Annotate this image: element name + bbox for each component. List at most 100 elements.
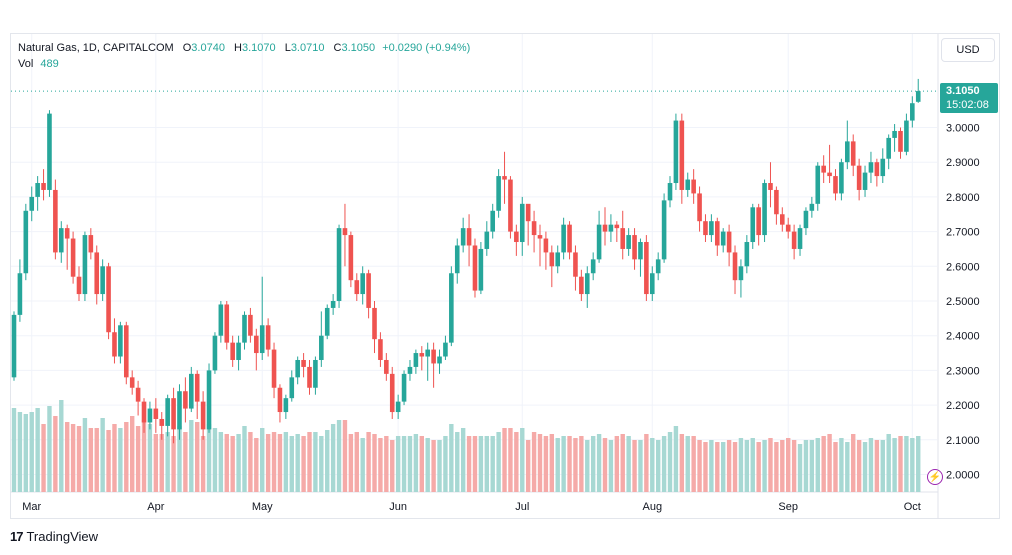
volume-bar — [567, 436, 572, 492]
volume-bar — [685, 436, 690, 492]
candle-body — [431, 349, 436, 364]
volume-bar — [319, 436, 324, 492]
price-axis[interactable]: 2.0000 2.1000 2.2000 2.3000 2.4000 2.5000 2.60… — [946, 123, 980, 482]
candle-body — [709, 221, 714, 236]
volume-bar — [431, 440, 436, 492]
volume-bar — [573, 438, 578, 492]
volume-bar — [750, 438, 755, 492]
candle-body — [218, 304, 224, 336]
candle-body — [277, 387, 283, 413]
candle-body — [679, 120, 685, 190]
volume-bar — [514, 432, 519, 492]
candle-body — [265, 325, 271, 350]
volume-bar — [827, 434, 832, 492]
volume-bar — [17, 412, 23, 492]
candle-body — [153, 408, 159, 419]
volume-bar — [212, 428, 218, 492]
candle-body — [449, 273, 454, 343]
candle-body — [543, 238, 549, 253]
volume-bar — [11, 408, 17, 492]
candle-body — [803, 210, 809, 229]
volume-bar — [555, 438, 560, 492]
candle-body — [183, 391, 188, 409]
candle-body — [714, 221, 720, 246]
candle-body — [141, 401, 147, 423]
volume-bar — [916, 436, 921, 492]
candle-body — [313, 359, 318, 388]
close-label: C — [333, 42, 342, 54]
volume-bar — [248, 432, 253, 492]
candle-body — [106, 266, 111, 333]
candle-body — [53, 189, 58, 253]
candle-body — [697, 193, 702, 222]
candle-body — [259, 325, 265, 354]
last-price-value: 3.1050 — [946, 85, 980, 97]
volume-bar — [425, 438, 430, 492]
candle-body — [898, 130, 903, 152]
candle-body — [756, 207, 761, 236]
candle-body — [602, 224, 608, 232]
volume-bar — [525, 440, 531, 492]
high-label: H — [234, 42, 242, 54]
candle-body — [443, 342, 448, 357]
volume-bar — [644, 434, 649, 492]
volume-bar — [786, 438, 791, 492]
volume-bar — [650, 438, 655, 492]
volume-bar — [443, 436, 448, 492]
volume-bar — [165, 432, 170, 492]
volume-bar — [47, 406, 52, 492]
candle-body — [555, 252, 561, 267]
candle-body — [23, 210, 29, 274]
candle-body — [484, 231, 490, 249]
candle-body — [206, 370, 212, 430]
candle-body — [490, 210, 496, 232]
volume-bar — [390, 440, 395, 492]
high-value: 3.1070 — [241, 42, 276, 54]
candle-body — [413, 353, 419, 367]
volume-bar — [679, 434, 685, 492]
candle-body — [797, 228, 803, 249]
volume-bar — [395, 436, 401, 492]
candle-body — [64, 228, 70, 239]
candle-body — [815, 165, 821, 204]
chart-frame[interactable] — [10, 33, 1000, 519]
volume-bar — [697, 440, 702, 492]
candle-body — [496, 176, 501, 211]
candle-body — [868, 162, 874, 173]
volume-bar — [59, 400, 64, 492]
volume-bar — [809, 440, 815, 492]
candle-body — [910, 103, 915, 121]
volume-bars — [11, 400, 921, 492]
time-axis[interactable]: Mar Apr May Jun Jul Aug Sep Oct — [22, 501, 921, 513]
currency-button[interactable]: USD — [941, 38, 995, 62]
candle-body — [827, 172, 832, 177]
volume-bar — [484, 436, 489, 492]
low-label: L — [284, 42, 291, 54]
brand-name: TradingView — [26, 529, 99, 544]
volume-bar — [691, 436, 696, 492]
candle-body — [821, 165, 826, 173]
candle-body — [112, 332, 117, 357]
tradingview-brand[interactable]: 17 TradingView — [10, 529, 98, 544]
volume-bar — [76, 426, 82, 492]
candle-body — [342, 228, 348, 236]
candle-body — [638, 242, 643, 260]
volume-bar — [224, 434, 229, 492]
volume-bar — [590, 436, 596, 492]
volume-bar — [348, 434, 354, 492]
symbol-title[interactable]: Natural Gas, 1D, CAPITALCOM — [18, 42, 174, 54]
candle-body — [254, 335, 259, 354]
lightning-icon[interactable]: ⚡ — [927, 469, 943, 485]
candle-body — [94, 252, 100, 295]
candle-body — [307, 366, 312, 388]
volume-bar — [130, 416, 135, 492]
vol-label[interactable]: Vol — [18, 58, 34, 70]
candle-body — [289, 377, 295, 399]
candle-body — [135, 387, 141, 402]
volume-bar — [271, 432, 277, 492]
candle-body — [732, 252, 738, 281]
volume-bar — [762, 440, 767, 492]
candle-body — [596, 224, 602, 260]
volume-bar — [803, 440, 809, 492]
